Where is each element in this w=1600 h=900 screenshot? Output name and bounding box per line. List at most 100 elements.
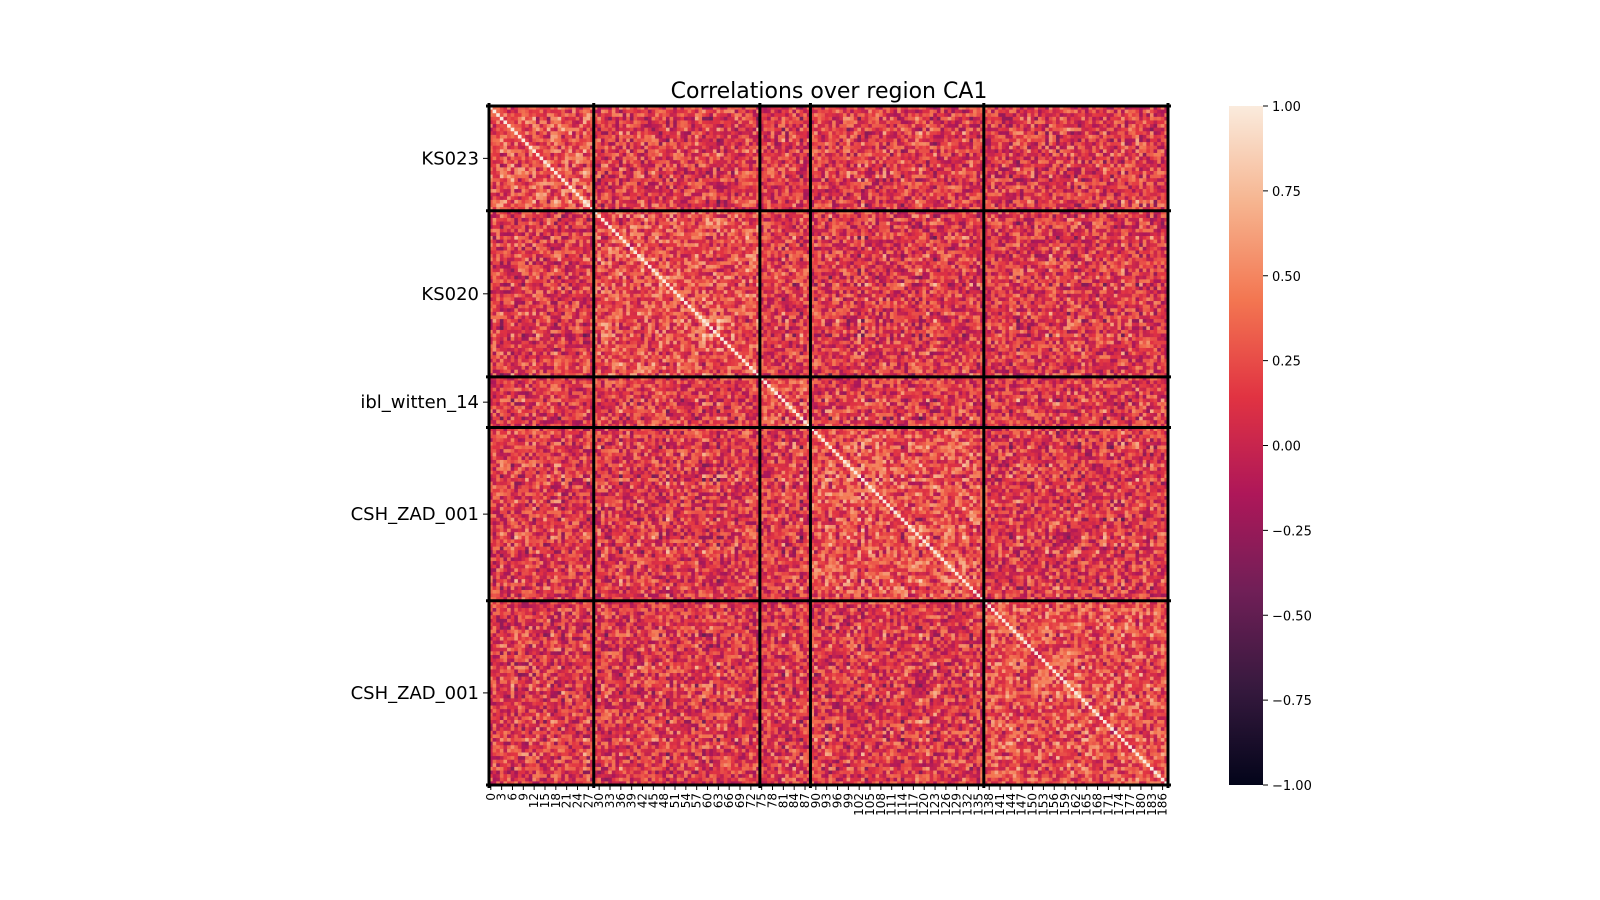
heatmap-cell xyxy=(503,164,507,168)
heatmap-cell xyxy=(1157,189,1161,193)
heatmap-cell xyxy=(792,135,796,139)
heatmap-cell xyxy=(861,200,865,204)
heatmap-cell xyxy=(1052,120,1056,124)
heatmap-cell xyxy=(1052,117,1056,121)
heatmap-cell xyxy=(930,146,934,150)
heatmap-cell xyxy=(558,131,562,135)
heatmap-cell xyxy=(540,178,544,182)
heatmap-cell xyxy=(745,120,749,124)
heatmap-cell xyxy=(1042,167,1046,171)
heatmap-cell xyxy=(500,117,504,121)
heatmap-cell xyxy=(709,153,713,157)
heatmap-cell xyxy=(839,139,843,143)
heatmap-cell xyxy=(720,113,724,117)
heatmap-cell xyxy=(778,120,782,124)
heatmap-cell xyxy=(829,160,833,164)
heatmap-cell xyxy=(1063,135,1067,139)
heatmap-cell xyxy=(702,139,706,143)
heatmap-cell xyxy=(872,153,876,157)
heatmap-cell xyxy=(648,135,652,139)
heatmap-cell xyxy=(854,160,858,164)
heatmap-cell xyxy=(1157,160,1161,164)
heatmap-cell xyxy=(1110,131,1114,135)
heatmap-cell xyxy=(886,185,890,189)
heatmap-cell xyxy=(496,142,500,146)
heatmap-cell xyxy=(944,171,948,175)
heatmap-cell xyxy=(1128,120,1132,124)
heatmap-cell xyxy=(735,196,739,200)
heatmap-cell xyxy=(630,182,634,186)
heatmap-cell xyxy=(1135,117,1139,121)
heatmap-cell xyxy=(666,135,670,139)
heatmap-cell xyxy=(547,196,551,200)
heatmap-cell xyxy=(731,196,735,200)
heatmap-cell xyxy=(1107,175,1111,179)
heatmap-cell xyxy=(1085,153,1089,157)
heatmap-cell xyxy=(1150,193,1154,197)
heatmap-cell xyxy=(886,128,890,132)
heatmap-cell xyxy=(1049,120,1053,124)
heatmap-cell xyxy=(872,171,876,175)
heatmap-cell xyxy=(1005,182,1009,186)
heatmap-cell xyxy=(543,185,547,189)
heatmap-cell xyxy=(749,142,753,146)
heatmap-cell xyxy=(641,164,645,168)
heatmap-cell xyxy=(792,182,796,186)
heatmap-cell xyxy=(691,149,695,153)
heatmap-cell xyxy=(731,142,735,146)
heatmap-cell xyxy=(554,131,558,135)
heatmap-cell xyxy=(926,171,930,175)
heatmap-cell xyxy=(605,189,609,193)
heatmap-cell xyxy=(908,149,912,153)
heatmap-cell xyxy=(500,153,504,157)
heatmap-cell xyxy=(847,135,851,139)
heatmap-cell xyxy=(753,189,757,193)
heatmap-cell xyxy=(677,171,681,175)
heatmap-cell xyxy=(749,189,753,193)
heatmap-cell xyxy=(1139,182,1143,186)
heatmap-cell xyxy=(847,175,851,179)
heatmap-cell xyxy=(514,149,518,153)
heatmap-cell xyxy=(850,128,854,132)
heatmap-cell xyxy=(814,182,818,186)
heatmap-cell xyxy=(904,157,908,161)
heatmap-cell xyxy=(1009,142,1013,146)
heatmap-cell xyxy=(670,185,674,189)
heatmap-cell xyxy=(785,149,789,153)
heatmap-cell xyxy=(511,178,515,182)
heatmap-cell xyxy=(814,120,818,124)
heatmap-cell xyxy=(720,124,724,128)
heatmap-cell xyxy=(774,200,778,204)
heatmap-cell xyxy=(995,153,999,157)
heatmap-cell xyxy=(890,164,894,168)
heatmap-cell xyxy=(778,196,782,200)
heatmap-cell xyxy=(518,142,522,146)
heatmap-cell xyxy=(735,120,739,124)
heatmap-cell xyxy=(493,185,497,189)
heatmap-cell xyxy=(955,113,959,117)
heatmap-cell xyxy=(861,139,865,143)
heatmap-cell xyxy=(673,113,677,117)
heatmap-cell xyxy=(836,139,840,143)
heatmap-cell xyxy=(680,135,684,139)
heatmap-cell xyxy=(1110,196,1114,200)
heatmap-cell xyxy=(1110,113,1114,117)
heatmap-cell xyxy=(691,178,695,182)
heatmap-cell xyxy=(1063,160,1067,164)
heatmap-cell xyxy=(821,146,825,150)
heatmap-cell xyxy=(991,185,995,189)
heatmap-cell xyxy=(926,146,930,150)
heatmap-cell xyxy=(500,196,504,200)
heatmap-cell xyxy=(774,135,778,139)
heatmap-cell xyxy=(1024,146,1028,150)
heatmap-cell xyxy=(1150,171,1154,175)
heatmap-cell xyxy=(1135,178,1139,182)
heatmap-cell xyxy=(1031,153,1035,157)
heatmap-cell xyxy=(836,175,840,179)
heatmap-cell xyxy=(1056,113,1060,117)
heatmap-cell xyxy=(655,196,659,200)
heatmap-cell xyxy=(496,196,500,200)
heatmap-cell xyxy=(742,171,746,175)
heatmap-cell xyxy=(1143,185,1147,189)
heatmap-cell xyxy=(792,139,796,143)
